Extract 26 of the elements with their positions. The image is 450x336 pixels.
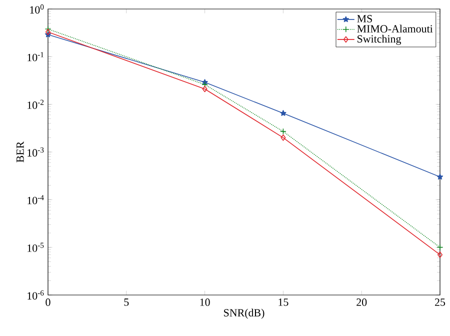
x-tick-label: 25 bbox=[435, 298, 446, 306]
x-tick-label: 10 bbox=[200, 298, 210, 306]
legend-label: MS bbox=[357, 15, 372, 22]
y-tick-label: 10$^{-1}$ bbox=[28, 52, 44, 62]
point bbox=[202, 81, 208, 88]
y-tick-label: 10$^{-2}$ bbox=[28, 100, 44, 109]
legend-label: Switching bbox=[358, 34, 402, 45]
point bbox=[280, 128, 286, 135]
y-tick-label: 10$^{-5}$ bbox=[28, 242, 44, 252]
x-tick-label: 20 bbox=[356, 298, 367, 306]
y-tick-label: 10$^{-6}$ bbox=[28, 290, 44, 300]
legend-label: MIMO-Alamouti bbox=[357, 24, 433, 33]
y-tick-label: 10$^{-4}$ bbox=[28, 195, 44, 204]
point bbox=[44, 26, 52, 32]
point bbox=[436, 174, 444, 180]
y-tick-label: 10$^{0}$ bbox=[30, 4, 44, 14]
point bbox=[202, 86, 208, 92]
x-tick-label: 0 bbox=[46, 298, 50, 306]
point bbox=[280, 110, 286, 116]
point bbox=[280, 134, 286, 141]
y-tick-label: 10$^{-3}$ bbox=[28, 147, 44, 157]
x-tick-label: 15 bbox=[278, 298, 288, 306]
x-tick-label: 5 bbox=[124, 298, 129, 306]
x-axis-title: SNR(dB) bbox=[224, 308, 264, 319]
point bbox=[436, 244, 444, 251]
y-axis-title: BER bbox=[16, 141, 24, 162]
